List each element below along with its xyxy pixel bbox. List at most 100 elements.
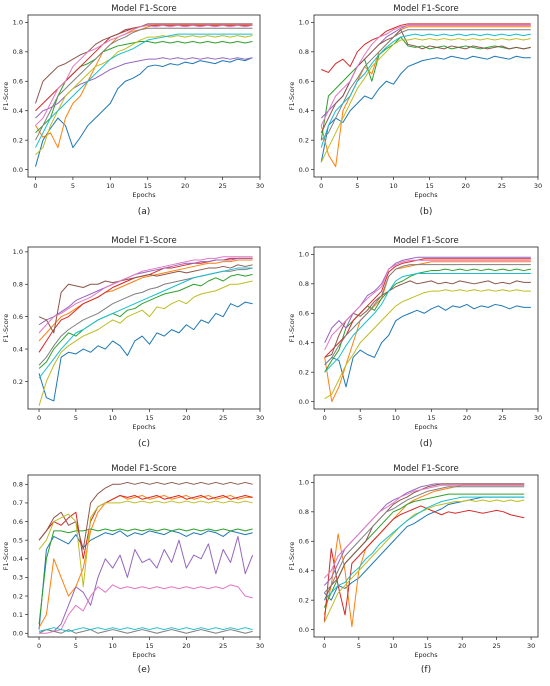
chart-svg: Model F1-Score 0 5 10 15 20 25 30 0.2 0.4 0.6 0.8 1.… [2, 236, 264, 449]
y-tick-label: 0.6 [299, 78, 309, 86]
series-line-10 [38, 267, 253, 379]
series-line-8 [35, 27, 253, 141]
y-tick-label: 0.1 [13, 611, 23, 619]
y-axis-label: F1-Score [288, 82, 296, 110]
x-tick-label: 25 [218, 182, 226, 190]
series-line-4 [324, 258, 531, 358]
x-tick-label: 20 [458, 642, 466, 650]
y-tick-label: 0.6 [13, 78, 23, 86]
series-line-4 [323, 505, 525, 623]
y-tick-label: 0.6 [13, 313, 23, 321]
y-tick-label: 1.0 [299, 251, 309, 259]
x-tick-label: 15 [145, 642, 153, 650]
series-line-9 [38, 500, 253, 588]
series-line-2 [38, 259, 253, 342]
series-line-8 [38, 629, 253, 634]
y-tick-label: 0.8 [299, 280, 309, 288]
x-tick-label: 5 [358, 414, 362, 422]
series-line-5 [324, 256, 531, 343]
series-line-3 [35, 41, 253, 134]
y-axis-label: F1-Score [288, 314, 296, 342]
y-tick-label: 0.8 [13, 48, 23, 56]
x-tick-label: 15 [425, 182, 433, 190]
chart-panel-d: Model F1-Score 0 5 10 15 20 25 30 0.0 0.2 0.4 0.6 0.… [284, 232, 550, 457]
y-tick-label: 0.7 [13, 499, 23, 507]
series-line-3 [38, 528, 253, 625]
y-tick-label: 0.2 [13, 136, 23, 144]
chart-panel-a: Model F1-Score 0 5 10 15 20 25 30 0.0 0.2 0.4 0.6 0.… [0, 0, 280, 225]
x-tick-label: 15 [144, 182, 152, 190]
plot-frame [313, 474, 539, 638]
y-tick-label: 0.8 [299, 508, 309, 516]
series-line-9 [35, 35, 253, 156]
y-tick-label: 0.4 [13, 555, 23, 563]
y-tick-label: 0.6 [13, 518, 23, 526]
x-axis-label: Epochs [132, 423, 156, 431]
x-tick-label: 5 [355, 182, 359, 190]
chart-svg: Model F1-Score 0 5 10 15 20 25 30 0.0 0.2 0.4 0.6 0.… [288, 236, 542, 449]
y-axis-label: F1-Score [288, 542, 296, 570]
x-tick-label: 0 [323, 414, 327, 422]
series-line-3 [324, 268, 531, 373]
x-tick-label: 10 [106, 182, 114, 190]
chart-title: Model F1-Score [111, 4, 176, 14]
y-tick-label: 1.0 [13, 19, 23, 27]
x-tick-label: 10 [109, 642, 117, 650]
x-tick-label: 0 [33, 182, 37, 190]
y-tick-label: 0.0 [299, 166, 309, 174]
plot-frame [313, 246, 539, 410]
chart-title: Model F1-Score [393, 4, 458, 14]
x-tick-label: 10 [109, 414, 117, 422]
x-axis-label: Epochs [414, 651, 438, 659]
x-tick-label: 30 [534, 414, 542, 422]
x-tick-label: 0 [319, 182, 323, 190]
x-tick-label: 0 [37, 642, 41, 650]
y-tick-label: 0.2 [13, 378, 23, 386]
x-tick-label: 15 [424, 642, 432, 650]
y-tick-label: 0.0 [299, 398, 309, 406]
series-line-9 [323, 499, 525, 623]
y-axis-label: F1-Score [2, 542, 10, 570]
panel-caption: (d) [420, 439, 433, 449]
series-line-5 [38, 257, 253, 326]
series-line-6 [320, 29, 531, 134]
y-tick-label: 0.3 [13, 574, 23, 582]
series-line-1 [38, 301, 253, 402]
x-tick-label: 10 [389, 182, 397, 190]
chart-panel-c: Model F1-Score 0 5 10 15 20 25 30 0.2 0.4 0.6 0.8 1.… [0, 232, 280, 457]
series-line-1 [323, 496, 525, 601]
chart-panel-b: Model F1-Score 0 5 10 15 20 25 30 0.0 0.2 0.4 0.6 0.… [284, 0, 550, 225]
series-line-1 [34, 57, 253, 167]
chart-svg: Model F1-Score 0 5 10 15 20 25 30 0.0 0.2 0.4 0.6 0.… [288, 4, 542, 217]
series-line-6 [323, 483, 525, 601]
y-tick-label: 0.4 [13, 107, 23, 115]
y-tick-label: 1.0 [299, 19, 309, 27]
series-line-10 [38, 627, 253, 632]
y-tick-label: 0.4 [299, 107, 309, 115]
series-line-8 [38, 267, 253, 366]
y-tick-label: 0.2 [13, 592, 23, 600]
series-line-8 [324, 264, 531, 366]
x-tick-label: 20 [182, 642, 190, 650]
x-tick-label: 20 [181, 182, 189, 190]
x-axis-label: Epochs [132, 651, 156, 659]
series-line-6 [324, 280, 531, 358]
x-tick-label: 10 [389, 642, 397, 650]
x-axis-label: Epochs [414, 191, 438, 199]
x-tick-label: 20 [462, 182, 470, 190]
x-tick-label: 0 [322, 642, 326, 650]
chart-panel-f: Model F1-Score 0 5 10 15 20 25 30 0.0 0.2 0.4 0.6 0.… [284, 460, 550, 682]
series-line-10 [35, 33, 253, 148]
y-tick-label: 0.4 [13, 345, 23, 353]
panel-caption: (c) [138, 439, 150, 449]
x-tick-label: 5 [74, 414, 78, 422]
plot-frame [27, 14, 261, 178]
y-tick-label: 0.8 [13, 281, 23, 289]
series-line-7 [38, 256, 253, 334]
x-axis-label: Epochs [132, 191, 156, 199]
x-tick-label: 30 [527, 642, 535, 650]
plot-frame [27, 246, 261, 410]
y-tick-label: 0.5 [13, 536, 23, 544]
y-tick-label: 0.8 [299, 48, 309, 56]
